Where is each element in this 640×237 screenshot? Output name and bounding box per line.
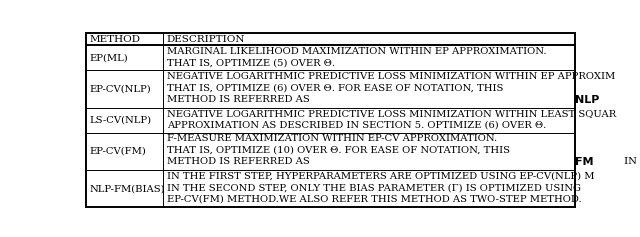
Text: METHOD IS REFERRED AS: METHOD IS REFERRED AS <box>166 95 312 104</box>
Text: IN THE FIRST STEP, HYPERPARAMETERS ARE OPTIMIZED USING EP-CV(NLP) M: IN THE FIRST STEP, HYPERPARAMETERS ARE O… <box>166 172 594 181</box>
Text: F-MEASURE MAXIMIZATION WITHIN EP-CV APPROXIMATION.: F-MEASURE MAXIMIZATION WITHIN EP-CV APPR… <box>166 134 497 143</box>
Text: THAT IS, OPTIMIZE (5) OVER Θ.: THAT IS, OPTIMIZE (5) OVER Θ. <box>166 58 335 67</box>
Text: NLP-FM(BIAS): NLP-FM(BIAS) <box>90 184 165 193</box>
Text: THAT IS, OPTIMIZE (10) OVER Θ. FOR EASE OF NOTATION, THIS: THAT IS, OPTIMIZE (10) OVER Θ. FOR EASE … <box>166 146 509 155</box>
Text: IN TABLE 7.: IN TABLE 7. <box>621 157 640 166</box>
Text: MARGINAL LIKELIHOOD MAXIMIZATION WITHIN EP APPROXIMATION.: MARGINAL LIKELIHOOD MAXIMIZATION WITHIN … <box>166 47 546 56</box>
Text: THAT IS, OPTIMIZE (6) OVER Θ. FOR EASE OF NOTATION, THIS: THAT IS, OPTIMIZE (6) OVER Θ. FOR EASE O… <box>166 84 503 93</box>
Text: FM: FM <box>575 157 594 167</box>
Text: NEGATIVE LOGARITHMIC PREDICTIVE LOSS MINIMIZATION WITHIN EP APPROXIM: NEGATIVE LOGARITHMIC PREDICTIVE LOSS MIN… <box>166 72 615 81</box>
Text: DESCRIPTION: DESCRIPTION <box>166 35 245 44</box>
Text: APPROXIMATION AS DESCRIBED IN SECTION 5. OPTIMIZE (6) OVER Θ.: APPROXIMATION AS DESCRIBED IN SECTION 5.… <box>166 120 546 129</box>
Text: NEGATIVE LOGARITHMIC PREDICTIVE LOSS MINIMIZATION WITHIN LEAST SQUAR: NEGATIVE LOGARITHMIC PREDICTIVE LOSS MIN… <box>166 109 616 118</box>
Text: NLP: NLP <box>575 95 600 105</box>
Text: LS-CV(NLP): LS-CV(NLP) <box>90 116 152 125</box>
Text: EP-CV(FM): EP-CV(FM) <box>90 147 147 156</box>
Text: METHOD: METHOD <box>90 35 140 44</box>
Text: EP-CV(NLP): EP-CV(NLP) <box>90 85 151 94</box>
Text: METHOD IS REFERRED AS: METHOD IS REFERRED AS <box>166 157 312 166</box>
Text: IN THE SECOND STEP, ONLY THE BIAS PARAMETER (Γ) IS OPTIMIZED USING: IN THE SECOND STEP, ONLY THE BIAS PARAME… <box>166 183 580 192</box>
Text: EP-CV(FM) METHOD.WE ALSO REFER THIS METHOD AS TWO-STEP METHOD.: EP-CV(FM) METHOD.WE ALSO REFER THIS METH… <box>166 195 581 204</box>
Text: EP(ML): EP(ML) <box>90 53 128 62</box>
